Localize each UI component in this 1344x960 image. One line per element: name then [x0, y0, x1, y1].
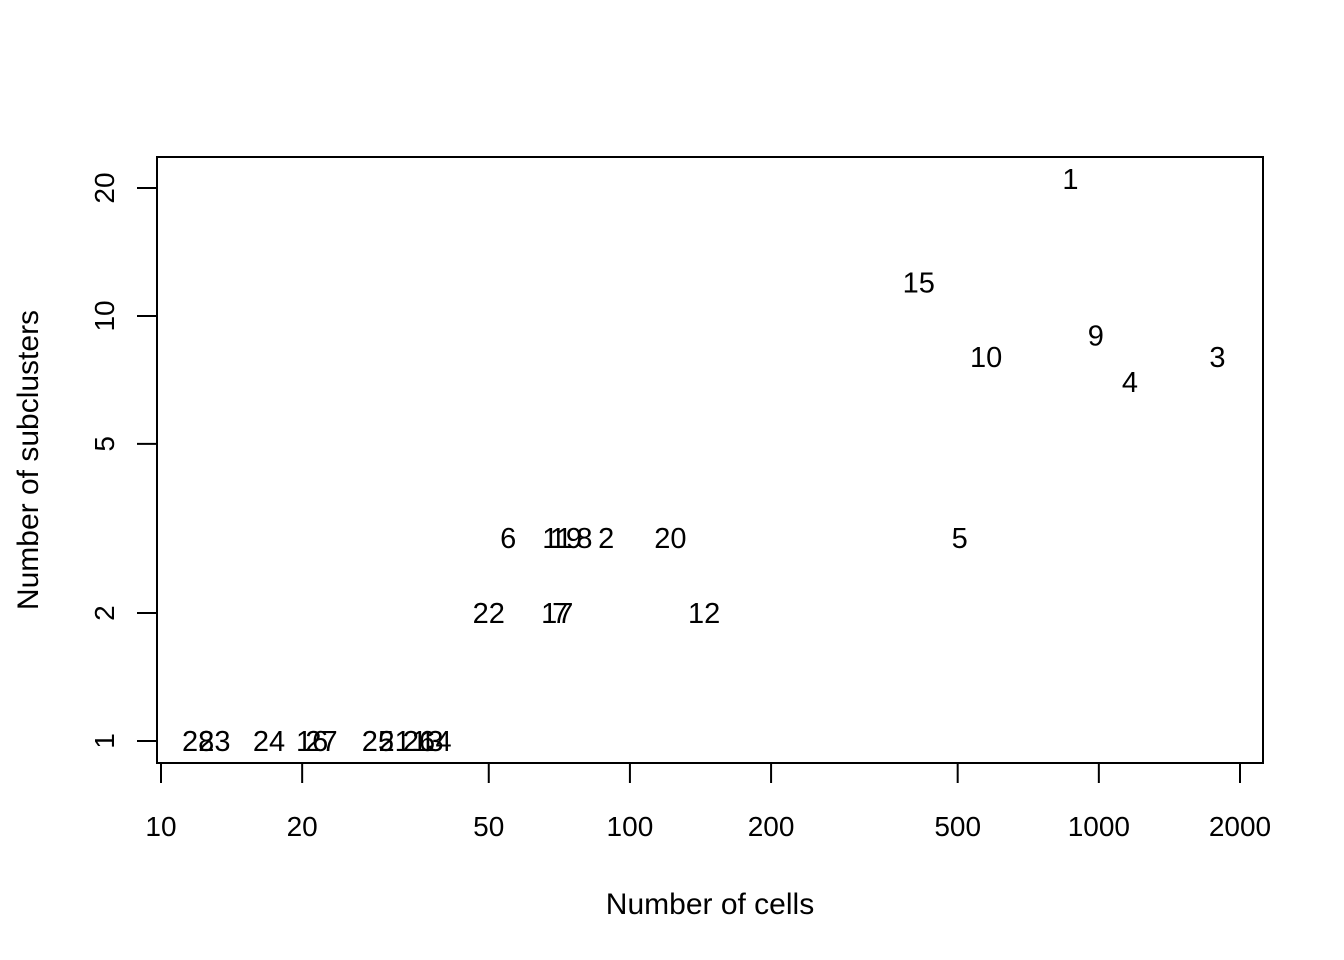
y-tick-label: 20	[89, 172, 120, 203]
data-point-label: 5	[952, 523, 968, 555]
x-tick-label: 500	[934, 811, 981, 842]
data-point-label: 25	[362, 726, 394, 758]
data-point-label: 8	[576, 523, 592, 555]
x-tick-label: 20	[287, 811, 318, 842]
data-point-label: 16	[296, 726, 328, 758]
x-tick-label: 200	[748, 811, 795, 842]
y-tick-label: 2	[89, 605, 120, 621]
x-axis-title: Number of cells	[606, 888, 814, 921]
data-point-label: 23	[198, 726, 230, 758]
data-point-label: 22	[473, 598, 505, 630]
data-point-label: 14	[419, 726, 451, 758]
data-point-label: 1	[1062, 164, 1078, 196]
data-point-label: 7	[552, 598, 568, 630]
data-point-label: 12	[688, 598, 720, 630]
data-point-label: 20	[654, 523, 686, 555]
data-point-label: 27	[305, 726, 337, 758]
y-tick-label: 10	[89, 300, 120, 331]
plot-frame	[156, 156, 1264, 764]
data-point-label: 9	[1088, 320, 1104, 352]
y-axis-title: Number of subclusters	[12, 310, 45, 610]
y-tick-label: 5	[89, 436, 120, 452]
data-point-label: 4	[1122, 367, 1138, 399]
data-point-label: 21	[379, 726, 411, 758]
y-axis: 1 2 5 10 20	[89, 172, 158, 749]
x-axis: 10 20 50 100 200 500 1000 2000	[145, 762, 1271, 842]
data-point-label: 13	[411, 726, 443, 758]
x-tick-label: 2000	[1209, 811, 1271, 842]
data-point-label: 28	[182, 726, 214, 758]
data-point-label: 2	[598, 523, 614, 555]
data-point-label: 10	[970, 342, 1002, 374]
x-tick-label: 50	[473, 811, 504, 842]
data-point-label: 17	[541, 598, 573, 630]
x-tick-label: 1000	[1068, 811, 1130, 842]
x-tick-label: 10	[145, 811, 176, 842]
y-tick-label: 1	[89, 733, 120, 749]
data-point-label: 11	[542, 523, 572, 555]
data-point-label: 24	[253, 726, 285, 758]
data-point-label: 6	[500, 523, 516, 555]
data-point-label: 26	[403, 726, 435, 758]
data-point-label: 19	[550, 523, 582, 555]
data-point-label: 3	[1209, 342, 1225, 374]
x-tick-label: 100	[607, 811, 654, 842]
data-point-label: 15	[903, 267, 935, 299]
